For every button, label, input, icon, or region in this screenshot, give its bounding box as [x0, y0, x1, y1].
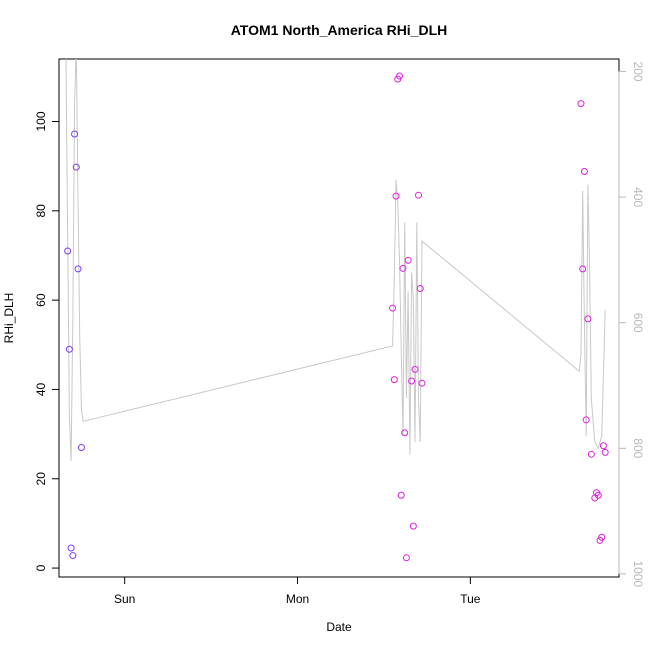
data-point — [390, 376, 398, 384]
data-point — [74, 265, 82, 273]
points-layer — [64, 72, 609, 562]
data-point — [577, 100, 585, 108]
data-point — [64, 247, 72, 255]
data-point — [411, 365, 419, 373]
data-point — [582, 416, 590, 424]
plot-area — [64, 59, 609, 562]
data-point — [72, 163, 80, 171]
data-point — [404, 256, 412, 264]
y-tick-label: 0 — [34, 564, 48, 571]
data-point — [598, 533, 606, 541]
x-tick-label: Mon — [286, 592, 309, 606]
y2-tick-label: 1000 — [631, 561, 645, 588]
data-point — [418, 379, 426, 387]
chart-title: ATOM1 North_America RHi_DLH — [231, 22, 448, 38]
data-point — [77, 444, 85, 451]
data-point — [67, 544, 75, 552]
y2-tick-label: 600 — [631, 313, 645, 333]
y-tick-label: 40 — [34, 382, 48, 396]
data-point — [584, 315, 592, 323]
data-point — [415, 191, 423, 199]
line-layer — [65, 59, 606, 461]
data-point — [395, 72, 403, 80]
y-axis-label: RHi_DLH — [2, 293, 16, 344]
pressure-line — [65, 59, 606, 461]
data-point — [71, 130, 79, 138]
y-tick-label: 80 — [34, 204, 48, 218]
data-point — [594, 491, 602, 499]
data-point — [409, 522, 417, 530]
data-point — [599, 442, 607, 450]
y2-axis: 200 400 600 800 1000 — [618, 62, 645, 588]
x-axis-label: Date — [326, 620, 352, 634]
y2-tick-label: 800 — [631, 438, 645, 458]
data-point — [580, 168, 588, 176]
x-tick-label: Sun — [114, 592, 135, 606]
data-point — [65, 345, 73, 353]
data-point — [416, 285, 424, 293]
x-axis: Sun Mon Tue — [114, 576, 481, 606]
data-point — [408, 377, 416, 385]
y-tick-label: 20 — [34, 472, 48, 486]
data-point — [69, 552, 77, 560]
data-point — [397, 491, 405, 499]
y2-tick-label: 400 — [631, 187, 645, 207]
data-point — [392, 192, 400, 200]
y-axis: 0 20 40 60 80 100 — [34, 111, 60, 571]
data-point — [389, 304, 397, 312]
data-point — [399, 264, 407, 272]
data-point — [402, 554, 410, 562]
y-tick-label: 100 — [34, 111, 48, 131]
y2-tick-label: 200 — [631, 62, 645, 82]
data-point — [401, 429, 409, 437]
data-point — [587, 450, 595, 458]
x-tick-label: Tue — [460, 592, 481, 606]
data-point — [579, 265, 587, 273]
data-point — [601, 448, 609, 456]
y-tick-label: 60 — [34, 293, 48, 307]
